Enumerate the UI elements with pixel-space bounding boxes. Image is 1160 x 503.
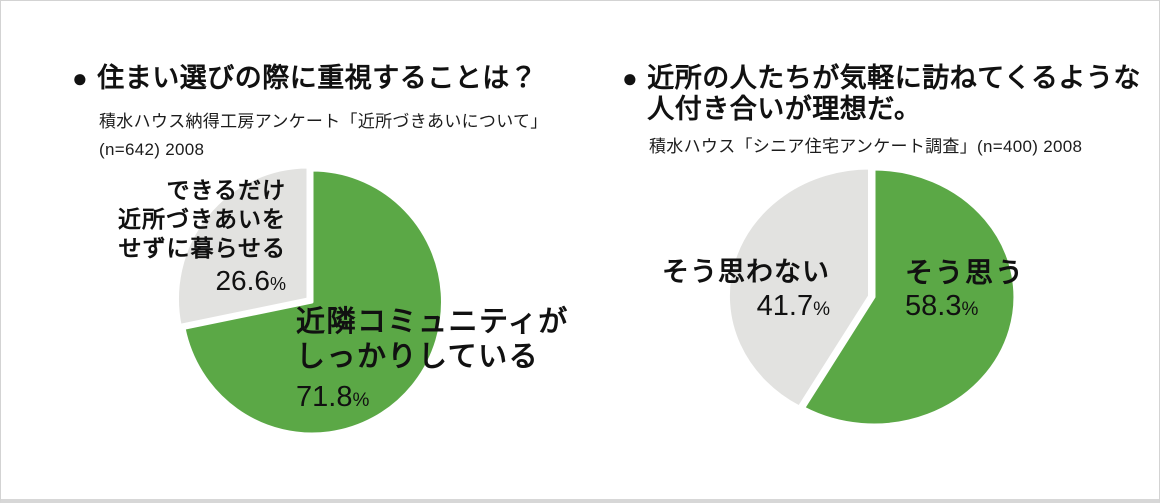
chart-source-left: 積水ハウス納得工房アンケート「近所づきあいについて」 (n=642) 2008	[99, 108, 548, 164]
chart-source-left-line1: 積水ハウス納得工房アンケート「近所づきあいについて」	[99, 112, 548, 131]
chart-title-left-text: 住まい選びの際に重視することは？	[97, 63, 538, 93]
percent-sign: %	[813, 299, 830, 320]
pie-right	[727, 166, 1017, 427]
slice-label-right-gray: そう思わない 41.7%	[630, 256, 830, 327]
pie-left-slice-gray	[175, 165, 310, 327]
slice-value-right-gray-number: 41.7	[756, 290, 814, 322]
chart-title-right-line1: 近所の人たちが気軽に訪ねてくるような	[647, 63, 1141, 93]
chart-title-right: ● 近所の人たちが気軽に訪ねてくるような 人付き合いが理想だ。	[622, 63, 1141, 125]
chart-title-right-line2: 人付き合いが理想だ。	[647, 94, 922, 124]
pie-right-slice-green	[802, 167, 1017, 427]
slice-value-left-gray: 26.6%	[90, 264, 286, 301]
slice-value-left-green-number: 71.8	[296, 381, 353, 413]
slice-label-left-green-line2: しっかりしている	[296, 341, 540, 373]
chart-source-right-line1: 積水ハウス「シニア住宅アンケート調査」(n=400) 2008	[649, 137, 1083, 156]
bullet-icon: ●	[72, 63, 89, 93]
pie-right-slice-gray	[727, 166, 871, 409]
slice-value-left-green: 71.8%	[296, 379, 569, 419]
slice-value-right-green-number: 58.3	[905, 290, 962, 322]
pie-left	[175, 165, 444, 436]
slice-value-right-gray: 41.7%	[630, 289, 830, 327]
slice-value-right-green: 58.3%	[905, 289, 1025, 327]
slice-value-left-gray-number: 26.6	[215, 265, 270, 296]
slice-label-right-green: そう思う 58.3%	[905, 256, 1025, 327]
chart-title-right-text: 近所の人たちが気軽に訪ねてくるような 人付き合いが理想だ。	[647, 63, 1141, 125]
chart-source-right: 積水ハウス「シニア住宅アンケート調査」(n=400) 2008	[649, 133, 1082, 161]
bullet-icon: ●	[622, 63, 639, 93]
percent-sign: %	[352, 390, 370, 411]
slice-label-right-gray-text: そう思わない	[662, 257, 830, 287]
slice-label-left-gray-line3: せずに暮らせる	[118, 235, 286, 261]
chart-source-left-line2: (n=642) 2008	[99, 140, 205, 159]
slice-label-left-green: 近隣コミュニティが しっかりしている 71.8%	[296, 305, 569, 419]
slice-label-right-green-text: そう思う	[905, 257, 1026, 288]
percent-sign: %	[961, 299, 979, 320]
pie-left-slice-green	[182, 168, 444, 436]
chart-title-left: ● 住まい選びの際に重視することは？	[72, 63, 537, 94]
percent-sign: %	[269, 274, 286, 294]
slice-label-left-green-line1: 近隣コミュニティが	[296, 306, 569, 338]
slice-label-left-gray-line2: 近所づきあいを	[118, 206, 286, 232]
slice-label-left-gray-line1: できるだけ	[166, 177, 286, 203]
slice-label-left-gray: できるだけ 近所づきあいを せずに暮らせる 26.6%	[90, 176, 286, 301]
